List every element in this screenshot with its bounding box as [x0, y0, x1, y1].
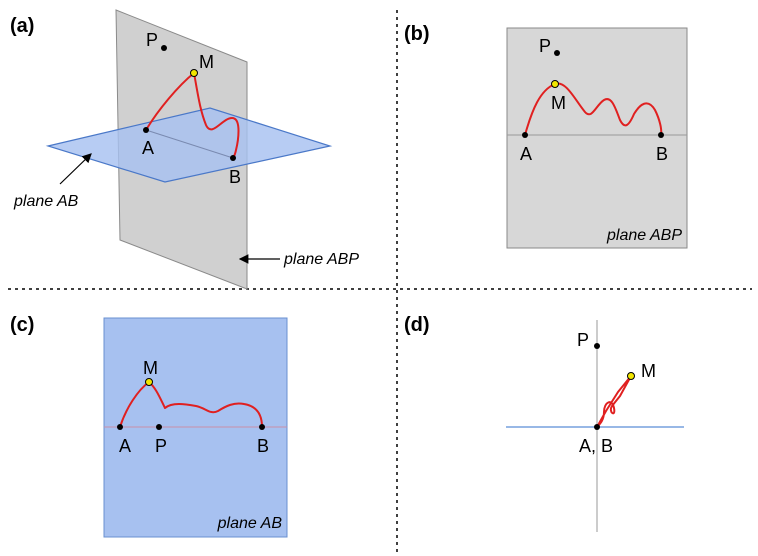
point-m-marker: [190, 69, 198, 77]
point-a-label: A: [142, 138, 154, 158]
plane-ab-3d: [45, 107, 333, 183]
point-b-dot: [658, 132, 664, 138]
path-curve-3d: [145, 72, 240, 159]
point-b-label: B: [229, 167, 241, 187]
point-ab-dot: [594, 424, 600, 430]
point-b-dot: [230, 155, 236, 161]
plane-abp-rect: [506, 27, 688, 249]
point-ab-label: A, B: [579, 436, 613, 456]
panel-b-label: (b): [404, 23, 430, 45]
point-m-label: M: [551, 93, 566, 113]
point-p-label: P: [539, 36, 551, 56]
point-a-dot: [117, 424, 123, 430]
point-a-dot: [143, 127, 149, 133]
point-m-label: M: [143, 358, 158, 378]
panel-c: (c) M A P B plane AB: [10, 314, 288, 538]
panel-b: (b) P M A B plane ABP: [404, 23, 688, 249]
point-p-dot: [554, 50, 560, 56]
point-b-label: B: [656, 144, 668, 164]
point-p-dot: [594, 343, 600, 349]
plane-ab-label: plane AB: [217, 515, 283, 532]
point-p-label: P: [577, 330, 589, 350]
point-m-marker: [551, 80, 559, 88]
point-m-marker: [627, 372, 635, 380]
intersection-line: [145, 129, 234, 159]
plane-ab-label: plane AB: [13, 193, 79, 210]
panel-a-label: (a): [10, 15, 34, 37]
point-p-label: P: [155, 436, 167, 456]
panel-d: (d) P M A, B: [404, 314, 684, 532]
point-a-dot: [522, 132, 528, 138]
panel-a: (a) P M A B plane AB plane ABP: [10, 9, 359, 290]
point-m-label: M: [641, 361, 656, 381]
point-p-dot: [161, 45, 167, 51]
point-p-dot: [156, 424, 162, 430]
point-a-label: A: [119, 436, 131, 456]
point-b-label: B: [257, 436, 269, 456]
point-m-marker: [145, 378, 153, 386]
point-b-dot: [259, 424, 265, 430]
path-curve-d: [596, 375, 632, 428]
plane-ab-arrow: [59, 153, 92, 185]
point-m-label: M: [199, 52, 214, 72]
panel-d-label: (d): [404, 314, 430, 336]
plane-abp-label: plane ABP: [606, 227, 682, 244]
panel-c-label: (c): [10, 314, 34, 336]
plane-abp-label: plane ABP: [283, 251, 359, 268]
point-a-label: A: [520, 144, 532, 164]
point-p-label: P: [146, 30, 158, 50]
